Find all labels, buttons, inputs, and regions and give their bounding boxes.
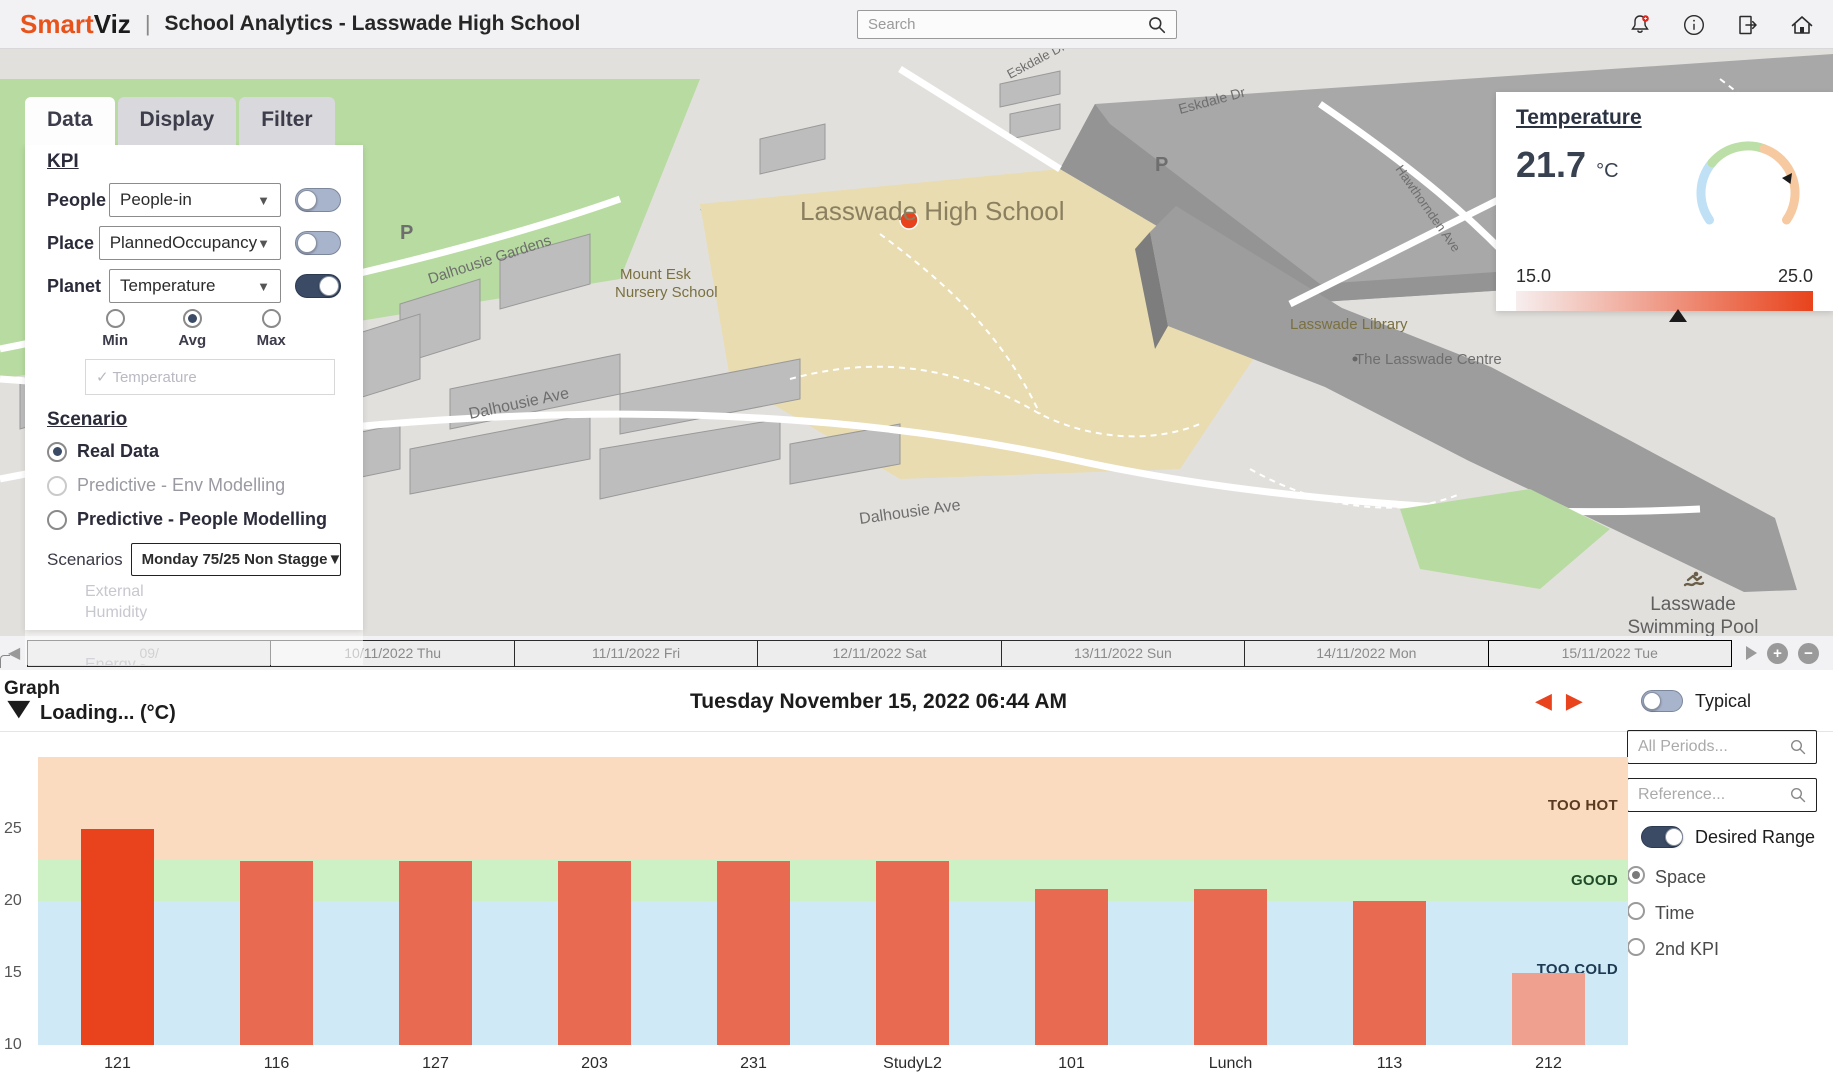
svg-text:The Lasswade Centre: The Lasswade Centre: [1355, 351, 1502, 368]
svg-text:P: P: [1155, 154, 1168, 176]
svg-text:Lasswade High School: Lasswade High School: [800, 196, 1065, 226]
svg-text:Mount Esk: Mount Esk: [620, 266, 691, 283]
svg-text:Swimming Pool: Swimming Pool: [1628, 617, 1759, 636]
svg-text:Lasswade: Lasswade: [1650, 594, 1736, 615]
svg-text:Nursery School: Nursery School: [615, 284, 718, 301]
svg-text:Lasswade Library: Lasswade Library: [1290, 316, 1408, 333]
svg-text:P: P: [400, 222, 413, 244]
